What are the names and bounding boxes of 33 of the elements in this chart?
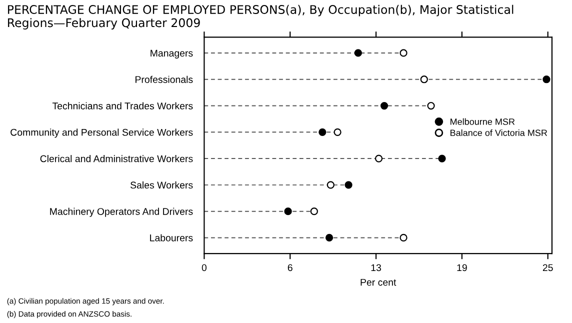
y-tick-label: Managers (150, 50, 193, 59)
y-tick-label: Labourers (150, 234, 193, 242)
x-axis-title: Per cent (360, 278, 396, 286)
point (344, 181, 352, 189)
point (400, 49, 408, 57)
y-tick-label: Technicians and Trades Workers (52, 102, 193, 110)
point (438, 154, 446, 162)
point (420, 76, 428, 84)
point (374, 154, 383, 162)
point (380, 102, 388, 110)
x-tick-label: 25 (542, 264, 553, 272)
y-tick-label: Community and Personal Service Workers (10, 128, 193, 138)
point (310, 208, 318, 216)
point (318, 128, 326, 136)
y-tick-label: Professionals (136, 76, 193, 83)
x-tick-label: 13 (371, 264, 382, 272)
y-tick-label: Clerical and Administrative Workers (40, 155, 193, 162)
point (354, 49, 362, 57)
x-tick-label: 0 (202, 264, 207, 272)
point (284, 208, 292, 216)
point (326, 181, 334, 189)
point (542, 76, 550, 84)
chart-title: PERCENTAGE CHANGE OF EMPLOYED PERSONS(a), By Occupation(b), Major Statistical Regions—February Quarter 2009 (8, 4, 514, 30)
point (400, 234, 408, 242)
point (334, 128, 342, 136)
point (427, 102, 435, 110)
legend-label: Balance of Victoria MSR (450, 129, 548, 136)
legend-label: Melbourne MSR (450, 118, 515, 125)
y-tick-label: Machinery Operators And Drivers (50, 208, 193, 217)
y-tick-label: Sales Workers (130, 181, 193, 189)
point (325, 234, 334, 242)
x-tick-label: 6 (288, 264, 292, 272)
x-tick-label: 19 (457, 264, 467, 272)
